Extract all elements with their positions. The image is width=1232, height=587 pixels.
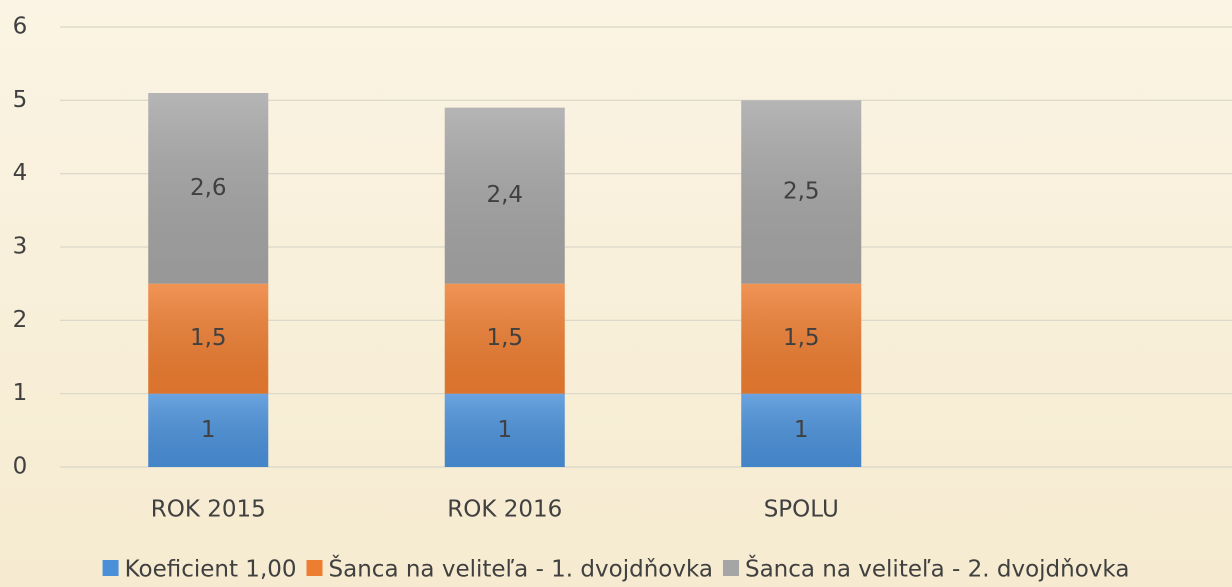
y-tick-label: 1 [13, 380, 28, 406]
bar-shade [444, 283, 565, 394]
data-label: 1,5 [783, 325, 820, 351]
data-label: 1 [201, 417, 216, 443]
bar-shade [444, 393, 565, 467]
y-tick-label: 6 [13, 14, 28, 40]
bar-shade [741, 283, 862, 394]
legend-label: Šanca na veliteľa - 1. dvojdňovka [329, 555, 713, 583]
x-tick-label: ROK 2016 [447, 497, 562, 523]
bar-shade [741, 393, 862, 467]
data-label: 2,4 [486, 182, 523, 208]
y-tick-label: 3 [13, 234, 28, 260]
bar-shade [148, 393, 269, 467]
legend-swatch [722, 560, 739, 576]
bar-shade [444, 107, 565, 284]
legend-item: Koeficient 1,00 [102, 557, 297, 583]
y-tick-label: 4 [13, 160, 28, 186]
y-tick-label: 5 [13, 87, 28, 113]
y-tick-label: 2 [13, 307, 28, 333]
legend-item: Šanca na veliteľa - 1. dvojdňovka [306, 555, 713, 583]
bar-shade [741, 100, 862, 284]
data-label: 1 [794, 417, 809, 443]
bar-shade [148, 283, 269, 394]
x-tick-label: SPOLU [764, 497, 839, 523]
data-label: 1 [497, 417, 512, 443]
x-tick-label: ROK 2015 [151, 497, 266, 523]
data-label: 1,5 [486, 325, 523, 351]
legend-label: Koeficient 1,00 [125, 557, 297, 583]
legend: Koeficient 1,00 Šanca na veliteľa - 1. dv… [102, 555, 1129, 583]
data-label: 1,5 [190, 325, 227, 351]
legend-item: Šanca na veliteľa - 2. dvojdňovka [722, 555, 1129, 583]
y-tick-label: 0 [13, 454, 28, 480]
data-label: 2,6 [190, 175, 227, 201]
legend-swatch [102, 560, 119, 576]
legend-label: Šanca na veliteľa - 2. dvojdňovka [745, 555, 1129, 583]
data-label: 2,5 [783, 179, 820, 205]
bar-shade [148, 93, 269, 284]
legend-swatch [306, 560, 323, 576]
